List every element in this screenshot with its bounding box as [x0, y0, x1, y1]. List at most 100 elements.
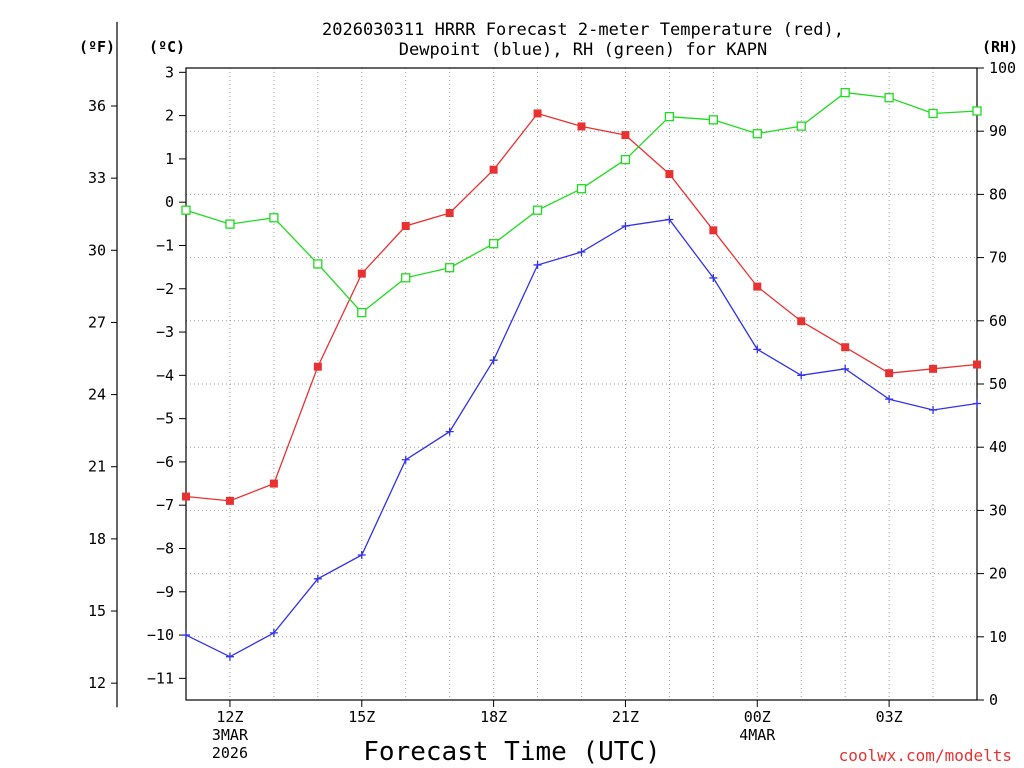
- temperature-point: [973, 360, 981, 369]
- chart-title-line-1: 2026030311 HRRR Forecast 2-meter Tempera…: [322, 20, 844, 40]
- rh-tick-label: 10: [989, 628, 1007, 646]
- dewpoint-point: [225, 652, 234, 661]
- rh-point: [445, 263, 455, 273]
- rh-point: [269, 213, 279, 223]
- temperature-point: [445, 209, 454, 218]
- rh-point: [576, 184, 587, 194]
- fahrenheit-tick-label: 18: [88, 530, 106, 548]
- fahrenheit-unit-label: (ºF): [79, 38, 115, 56]
- dewpoint-point: [885, 395, 894, 404]
- rh-point: [796, 121, 806, 131]
- fahrenheit-tick-label: 15: [88, 602, 106, 620]
- dewpoint-point: [621, 222, 630, 230]
- celsius-tick-label: −2: [156, 280, 174, 298]
- x-tick-label: 18Z: [480, 708, 507, 726]
- rh-point: [664, 112, 675, 122]
- rh-point: [225, 219, 235, 229]
- celsius-tick-label: −6: [156, 453, 174, 471]
- dewpoint-point: [182, 631, 190, 640]
- rh-point: [181, 205, 191, 215]
- x-tick-label: 00Z: [744, 708, 771, 726]
- rh-tick-label: 40: [989, 438, 1007, 456]
- x-tick-label: 21Z: [612, 708, 639, 726]
- temperature-point: [929, 364, 938, 373]
- x-tick-label: 15Z: [348, 708, 375, 726]
- temperature-line: [185, 112, 978, 502]
- rh-point: [401, 273, 411, 283]
- dewpoint-point: [973, 399, 981, 408]
- temperature-point: [709, 226, 718, 235]
- temperature-point: [621, 131, 630, 140]
- dewpoint-line: [185, 218, 978, 658]
- dewpoint-point: [797, 371, 806, 380]
- celsius-tick-label: 2: [165, 107, 174, 125]
- temperature-point: [269, 479, 278, 488]
- temperature-point: [401, 222, 410, 230]
- dewpoint-point: [269, 628, 278, 637]
- celsius-tick-label: −3: [156, 323, 174, 341]
- temperature-point: [753, 282, 762, 291]
- temperature-point: [885, 369, 894, 378]
- celsius-tick-label: −8: [156, 539, 174, 557]
- rh-point: [488, 239, 499, 249]
- rh-tick-label: 30: [989, 501, 1007, 519]
- rh-point: [532, 205, 543, 215]
- dewpoint-point: [753, 345, 762, 354]
- dewpoint-point: [489, 356, 498, 365]
- temperature-point: [313, 362, 322, 371]
- fahrenheit-tick-label: 24: [88, 386, 106, 404]
- temperature-point: [533, 109, 542, 118]
- rh-tick-label: 90: [989, 122, 1007, 140]
- rh-point: [752, 129, 762, 139]
- dewpoint-point: [665, 215, 674, 224]
- x-tick-label: 03Z: [876, 708, 903, 726]
- temperature-point: [182, 492, 190, 501]
- temperature-point: [841, 343, 850, 352]
- rh-tick-label: 20: [989, 565, 1007, 583]
- dewpoint-point: [577, 247, 586, 256]
- temperature-point: [489, 165, 498, 174]
- rh-point: [313, 259, 323, 269]
- rh-point: [972, 106, 982, 116]
- chart-axes: 3210−1−2−3−4−5−6−7−8−9−10−11363330272421…: [88, 21, 1016, 762]
- dewpoint-point: [401, 455, 410, 464]
- rh-tick-label: 60: [989, 312, 1007, 330]
- dewpoint-point: [841, 364, 850, 373]
- fahrenheit-tick-label: 30: [88, 241, 106, 259]
- celsius-tick-label: −5: [156, 410, 174, 428]
- x-tick-label: 2026: [212, 744, 248, 762]
- fahrenheit-tick-label: 33: [88, 169, 106, 187]
- celsius-tick-label: 3: [165, 63, 174, 81]
- rh-tick-label: 100: [989, 59, 1016, 77]
- dewpoint-point: [929, 405, 938, 414]
- rh-tick-label: 80: [989, 185, 1007, 203]
- chart-title-line-2: Dewpoint (blue), RH (green) for KAPN: [399, 40, 767, 60]
- fahrenheit-tick-label: 12: [88, 674, 106, 692]
- fahrenheit-tick-label: 27: [88, 313, 106, 331]
- temperature-point: [797, 317, 806, 326]
- rh-point: [928, 108, 938, 119]
- x-tick-label: 12Z: [216, 708, 243, 726]
- celsius-tick-label: −1: [156, 236, 174, 254]
- dewpoint-point: [709, 273, 718, 282]
- celsius-tick-label: −4: [156, 366, 174, 384]
- celsius-tick-label: −9: [156, 583, 174, 601]
- fahrenheit-tick-label: 21: [88, 458, 106, 476]
- dewpoint-point: [357, 550, 366, 559]
- x-tick-label: 4MAR: [739, 726, 776, 744]
- rh-point: [620, 154, 631, 165]
- dewpoint-point: [533, 260, 542, 269]
- rh-tick-label: 0: [989, 691, 998, 709]
- celsius-tick-label: 0: [165, 193, 174, 211]
- rh-point: [357, 307, 367, 318]
- rh-tick-label: 70: [989, 249, 1007, 267]
- chart-grid: [186, 68, 977, 700]
- rh-point: [884, 93, 894, 103]
- watermark: coolwx.com/modelts: [839, 746, 1012, 765]
- rh-unit-label: (RH): [982, 38, 1018, 56]
- temperature-point: [577, 122, 586, 131]
- rh-tick-label: 50: [989, 375, 1007, 393]
- dewpoint-point: [313, 574, 322, 583]
- rh-point: [840, 87, 850, 98]
